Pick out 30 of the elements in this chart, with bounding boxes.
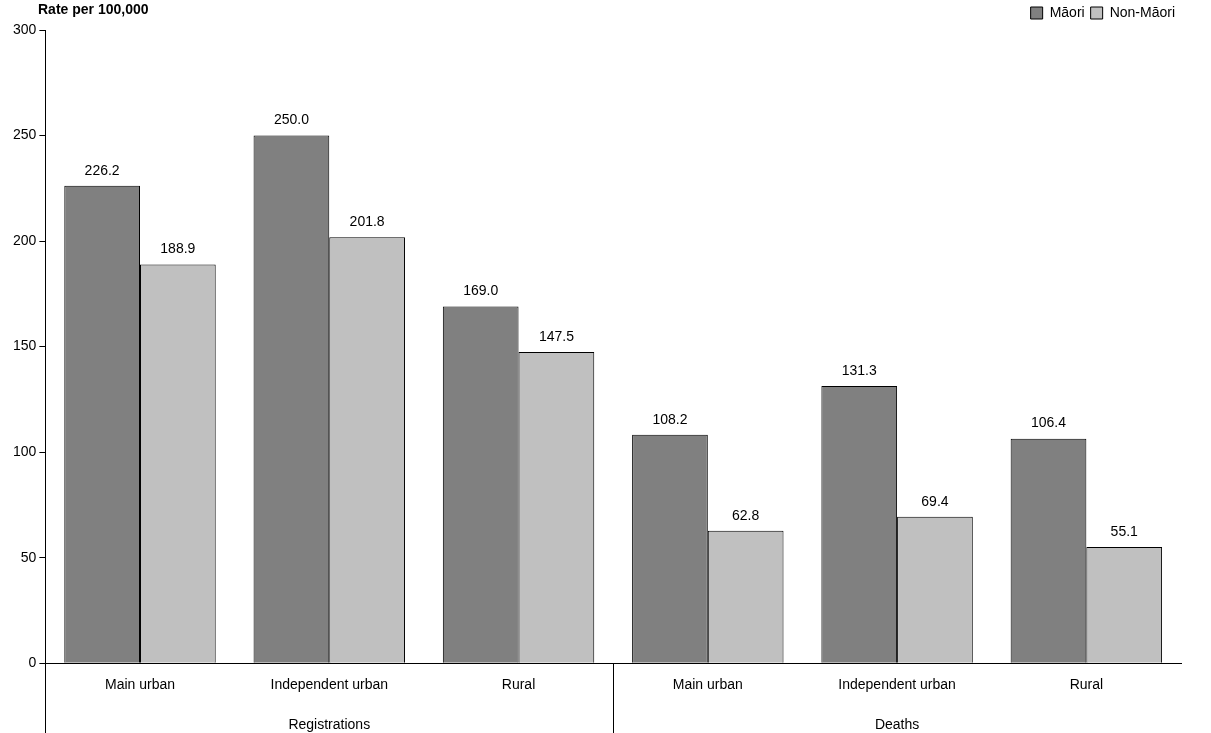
y-tick-label: 50 [20, 548, 37, 565]
data-label: 226.2 [84, 161, 120, 178]
text: Registrations [288, 715, 371, 732]
data-label: 169.0 [463, 282, 499, 299]
x-tick-label: Independent urban [270, 676, 389, 693]
text: Deaths [874, 715, 920, 732]
y-axis-title: Rate per 100,000 [38, 0, 149, 17]
x-tick-label: Main urban [104, 676, 176, 693]
data-label: 147.5 [538, 327, 575, 344]
y-tick-label: 200 [13, 231, 37, 248]
data-label: 62.8 [732, 506, 760, 523]
data-label: 55.1 [1110, 522, 1139, 539]
y-tick-label: 250 [13, 126, 37, 143]
data-label: 69.4 [921, 492, 949, 509]
data-label: 188.9 [160, 240, 196, 257]
x-tick-label: Rural [501, 676, 536, 693]
x-tick-label: Main urban [672, 676, 743, 693]
data-label: 108.2 [652, 410, 688, 427]
y-tick-label: 300 [13, 20, 37, 37]
data-label: 250.0 [273, 111, 310, 128]
legend-label: Māori [1049, 3, 1085, 20]
y-tick-label: 0 [28, 654, 37, 671]
data-label: 201.8 [349, 213, 385, 230]
data-label: 131.3 [841, 361, 877, 378]
y-tick-label: 150 [13, 337, 37, 354]
y-tick-label: 100 [13, 442, 37, 459]
legend-label: Non-Māori [1109, 3, 1176, 20]
data-label: 106.4 [1030, 414, 1067, 431]
x-tick-label: Rural [1069, 676, 1104, 693]
x-tick-label: Independent urban [838, 676, 956, 693]
